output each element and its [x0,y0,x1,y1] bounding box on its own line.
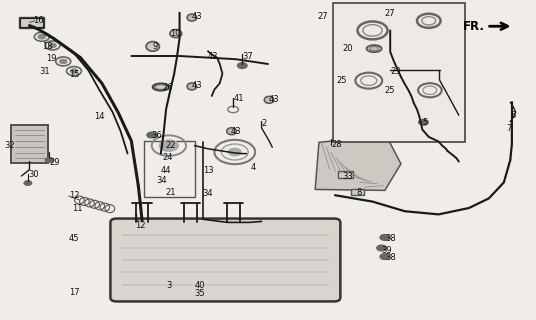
Text: 1: 1 [133,214,138,223]
Bar [144,141,195,197]
Circle shape [147,132,157,138]
Ellipse shape [187,83,197,90]
Text: 19: 19 [46,54,57,63]
Circle shape [228,148,241,156]
Circle shape [380,254,390,260]
Text: 30: 30 [28,170,39,179]
Text: 18: 18 [42,42,53,51]
Circle shape [159,140,178,151]
Text: 40: 40 [195,281,205,290]
Text: 21: 21 [165,188,176,197]
Bar [351,189,364,195]
Text: 38: 38 [385,253,396,262]
Text: 35: 35 [195,289,205,298]
Circle shape [45,157,54,163]
Text: 43: 43 [230,127,241,136]
Ellipse shape [227,128,236,135]
Ellipse shape [369,46,379,51]
Text: 10: 10 [170,29,181,38]
Text: 29: 29 [50,158,61,167]
Text: 25: 25 [337,76,347,85]
Circle shape [70,69,78,73]
Circle shape [237,63,247,68]
Text: 24: 24 [162,153,173,162]
Bar [338,171,353,178]
Text: 27: 27 [385,9,396,18]
Text: 38: 38 [385,234,396,243]
Text: 9: 9 [153,42,158,51]
FancyBboxPatch shape [19,17,44,28]
Ellipse shape [146,42,159,51]
Text: 2: 2 [262,119,267,128]
Text: 17: 17 [69,288,79,297]
Circle shape [380,235,390,240]
Text: 14: 14 [94,112,105,121]
Text: 36: 36 [152,131,162,140]
Text: 25: 25 [385,86,396,95]
Text: 39: 39 [382,246,392,255]
Text: 41: 41 [233,94,244,103]
Text: 4: 4 [251,163,256,172]
Circle shape [38,35,46,39]
Text: 34: 34 [203,189,213,198]
Text: 5: 5 [422,118,428,127]
Text: 34: 34 [157,176,167,185]
Text: 6: 6 [510,111,516,120]
Circle shape [24,181,32,185]
Text: 11: 11 [72,204,83,213]
Text: 23: 23 [390,67,401,76]
Text: 12: 12 [135,221,146,230]
Ellipse shape [264,96,274,103]
Text: 45: 45 [69,234,79,243]
Ellipse shape [187,14,197,21]
Text: 16: 16 [33,16,44,25]
Circle shape [49,43,56,48]
Text: 20: 20 [342,44,353,53]
Text: FR.: FR. [463,20,485,33]
FancyBboxPatch shape [11,125,48,163]
Text: 37: 37 [242,52,253,61]
FancyBboxPatch shape [110,219,340,301]
Text: 7: 7 [507,124,512,133]
Text: 28: 28 [331,140,342,149]
Bar [333,3,465,142]
Circle shape [59,59,67,64]
Text: 43: 43 [192,81,203,90]
Text: 26: 26 [162,83,173,92]
Text: 32: 32 [4,141,15,150]
Circle shape [419,119,428,125]
Circle shape [377,245,386,251]
Text: 8: 8 [356,188,362,197]
Text: 15: 15 [69,70,79,79]
Text: 27: 27 [317,12,328,21]
Text: 13: 13 [203,166,213,175]
Ellipse shape [170,30,182,38]
Text: 43: 43 [269,95,280,104]
Text: 12: 12 [69,191,79,200]
Polygon shape [315,135,401,190]
Text: 31: 31 [39,67,50,76]
Text: 44: 44 [161,166,172,175]
Text: 43: 43 [192,12,203,21]
Ellipse shape [155,85,167,90]
Text: 42: 42 [208,52,219,61]
Text: 3: 3 [166,281,172,290]
Text: 33: 33 [342,172,353,181]
Text: 22: 22 [165,141,176,150]
